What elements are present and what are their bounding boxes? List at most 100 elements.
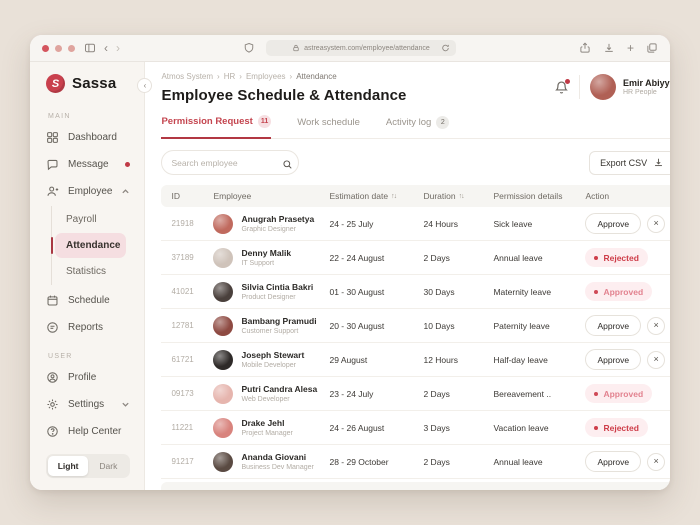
theme-dark-button[interactable]: Dark — [99, 461, 118, 471]
sidebar-item-reports[interactable]: Reports — [46, 314, 144, 341]
close-window-button[interactable] — [42, 44, 49, 52]
status-label: Rejected — [603, 422, 639, 433]
sidebar-item-payroll[interactable]: Payroll — [55, 207, 126, 232]
sidebar-toggle-icon[interactable] — [83, 42, 96, 55]
shield-icon[interactable] — [243, 42, 256, 55]
action-cell: Approved — [585, 282, 665, 301]
theme-toggle[interactable]: Light Dark — [46, 454, 131, 478]
avatar — [213, 213, 234, 234]
employee-icon — [46, 185, 59, 198]
action-cell: Rejected — [585, 418, 665, 437]
reload-icon[interactable] — [441, 43, 450, 52]
approve-button[interactable]: Approve — [585, 213, 642, 234]
notifications-bell-icon[interactable] — [554, 78, 570, 95]
breadcrumb-item[interactable]: Employees — [245, 72, 286, 81]
chevron-up-icon — [121, 187, 130, 196]
employee-role: Project Manager — [241, 429, 293, 437]
column-label: Duration — [423, 191, 456, 201]
status-badge: Approved — [585, 282, 653, 301]
window-controls[interactable] — [42, 44, 75, 52]
sidebar-section-main: MAIN — [48, 113, 71, 120]
toolbar: Export CSV — [161, 150, 670, 175]
column-label: Estimation date — [329, 191, 389, 201]
column-duration[interactable]: Duration ↑↓ — [423, 191, 493, 201]
column-action: Action — [585, 191, 610, 201]
reports-icon — [46, 321, 59, 334]
approve-button[interactable]: Approve — [585, 349, 642, 370]
sidebar-item-employee[interactable]: Employee — [46, 178, 144, 205]
export-csv-button[interactable]: Export CSV — [589, 150, 670, 175]
search-box[interactable] — [161, 150, 300, 175]
reject-button[interactable]: × — [647, 350, 666, 369]
column-estimation-date[interactable]: Estimation date ↑↓ — [329, 191, 423, 201]
tab-work-schedule[interactable]: Work schedule — [297, 115, 360, 138]
tab-activity-log[interactable]: Activity log 2 — [386, 115, 450, 138]
sidebar-label: Settings — [68, 399, 105, 410]
tab-permission-request[interactable]: Permission Request 11 — [161, 115, 272, 139]
sidebar-label: Message — [68, 159, 109, 170]
share-icon[interactable] — [579, 42, 592, 55]
estimation-date: 29 August — [329, 354, 368, 365]
lock-icon — [292, 44, 300, 52]
row-id: 91217 — [171, 457, 194, 466]
sidebar-item-profile[interactable]: Profile — [46, 364, 144, 391]
tabs-overview-icon[interactable] — [645, 42, 658, 55]
forward-button[interactable]: › — [116, 41, 120, 55]
search-input[interactable] — [171, 157, 283, 168]
sidebar-item-settings[interactable]: Settings — [46, 391, 144, 418]
sidebar-item-schedule[interactable]: Schedule — [46, 287, 144, 314]
next-section-partial — [161, 482, 670, 490]
duration: 30 Days — [423, 286, 455, 297]
sidebar-item-attendance[interactable]: Attendance — [50, 233, 127, 258]
reject-button[interactable]: × — [647, 316, 666, 335]
minimize-window-button[interactable] — [55, 44, 62, 52]
breadcrumb-item[interactable]: Atmos System — [161, 72, 214, 81]
breadcrumb-separator: › — [217, 72, 220, 81]
status-label: Approved — [603, 388, 644, 399]
sidebar-collapse-button[interactable]: ‹ — [137, 78, 153, 93]
back-button[interactable]: ‹ — [104, 41, 108, 55]
sidebar-item-statistics[interactable]: Statistics — [55, 259, 126, 284]
new-tab-icon[interactable]: + — [626, 41, 634, 55]
duration: 12 Hours — [423, 354, 458, 365]
tab-badge: 11 — [257, 115, 272, 128]
employee-name: Joseph Stewart — [241, 350, 305, 361]
row-id: 12781 — [171, 321, 194, 330]
estimation-date: 20 - 30 August — [329, 320, 385, 331]
sidebar-label: Help Center — [68, 426, 122, 437]
browser-chrome: ‹ › astreasystem.com/employee/attendance — [30, 35, 670, 62]
sidebar-label: Schedule — [68, 295, 110, 306]
employee-cell: Drake Jehl Project Manager — [213, 417, 329, 438]
permission-details: Bereavement .. — [493, 388, 552, 399]
divider — [578, 75, 580, 99]
user-menu[interactable]: Emir Abiyyu HR People — [589, 74, 670, 100]
sidebar-item-dashboard[interactable]: Dashboard — [46, 124, 144, 151]
reject-button[interactable]: × — [647, 452, 666, 471]
sidebar-item-help-center[interactable]: Help Center — [46, 418, 144, 445]
gear-icon — [46, 398, 59, 411]
theme-light-button[interactable]: Light — [48, 456, 89, 476]
table-row: 11221 Drake Jehl Project Manager 24 - 26… — [161, 411, 670, 445]
brand: S Sassa — [46, 74, 144, 93]
search-icon[interactable] — [282, 157, 293, 169]
approve-button[interactable]: Approve — [585, 451, 642, 472]
employee-cell: Ananda Giovani Business Dev Manager — [213, 451, 329, 472]
employee-cell: Silvia Cintia Bakri Product Designer — [213, 281, 329, 302]
header-right: Emir Abiyyu HR People — [554, 74, 670, 100]
table-row: 37189 Denny Malik IT Support 22 - 24 Aug… — [161, 241, 670, 275]
brand-name: Sassa — [72, 75, 117, 92]
download-icon[interactable] — [603, 42, 616, 55]
status-dot — [594, 289, 599, 294]
breadcrumb-item[interactable]: HR — [223, 72, 236, 81]
estimation-date: 24 - 25 July — [329, 218, 374, 229]
sort-icon[interactable]: ↑↓ — [458, 192, 465, 200]
maximize-window-button[interactable] — [68, 44, 75, 52]
sidebar-item-message[interactable]: Message — [46, 151, 144, 178]
address-bar[interactable]: astreasystem.com/employee/attendance — [265, 40, 456, 56]
status-dot — [594, 425, 599, 430]
sort-icon[interactable]: ↑↓ — [391, 192, 397, 200]
approve-button[interactable]: Approve — [585, 315, 642, 336]
reject-button[interactable]: × — [647, 214, 666, 233]
table-row: 41021 Silvia Cintia Bakri Product Design… — [161, 275, 670, 309]
table-row: 61721 Joseph Stewart Mobile Developer 29… — [161, 343, 670, 377]
